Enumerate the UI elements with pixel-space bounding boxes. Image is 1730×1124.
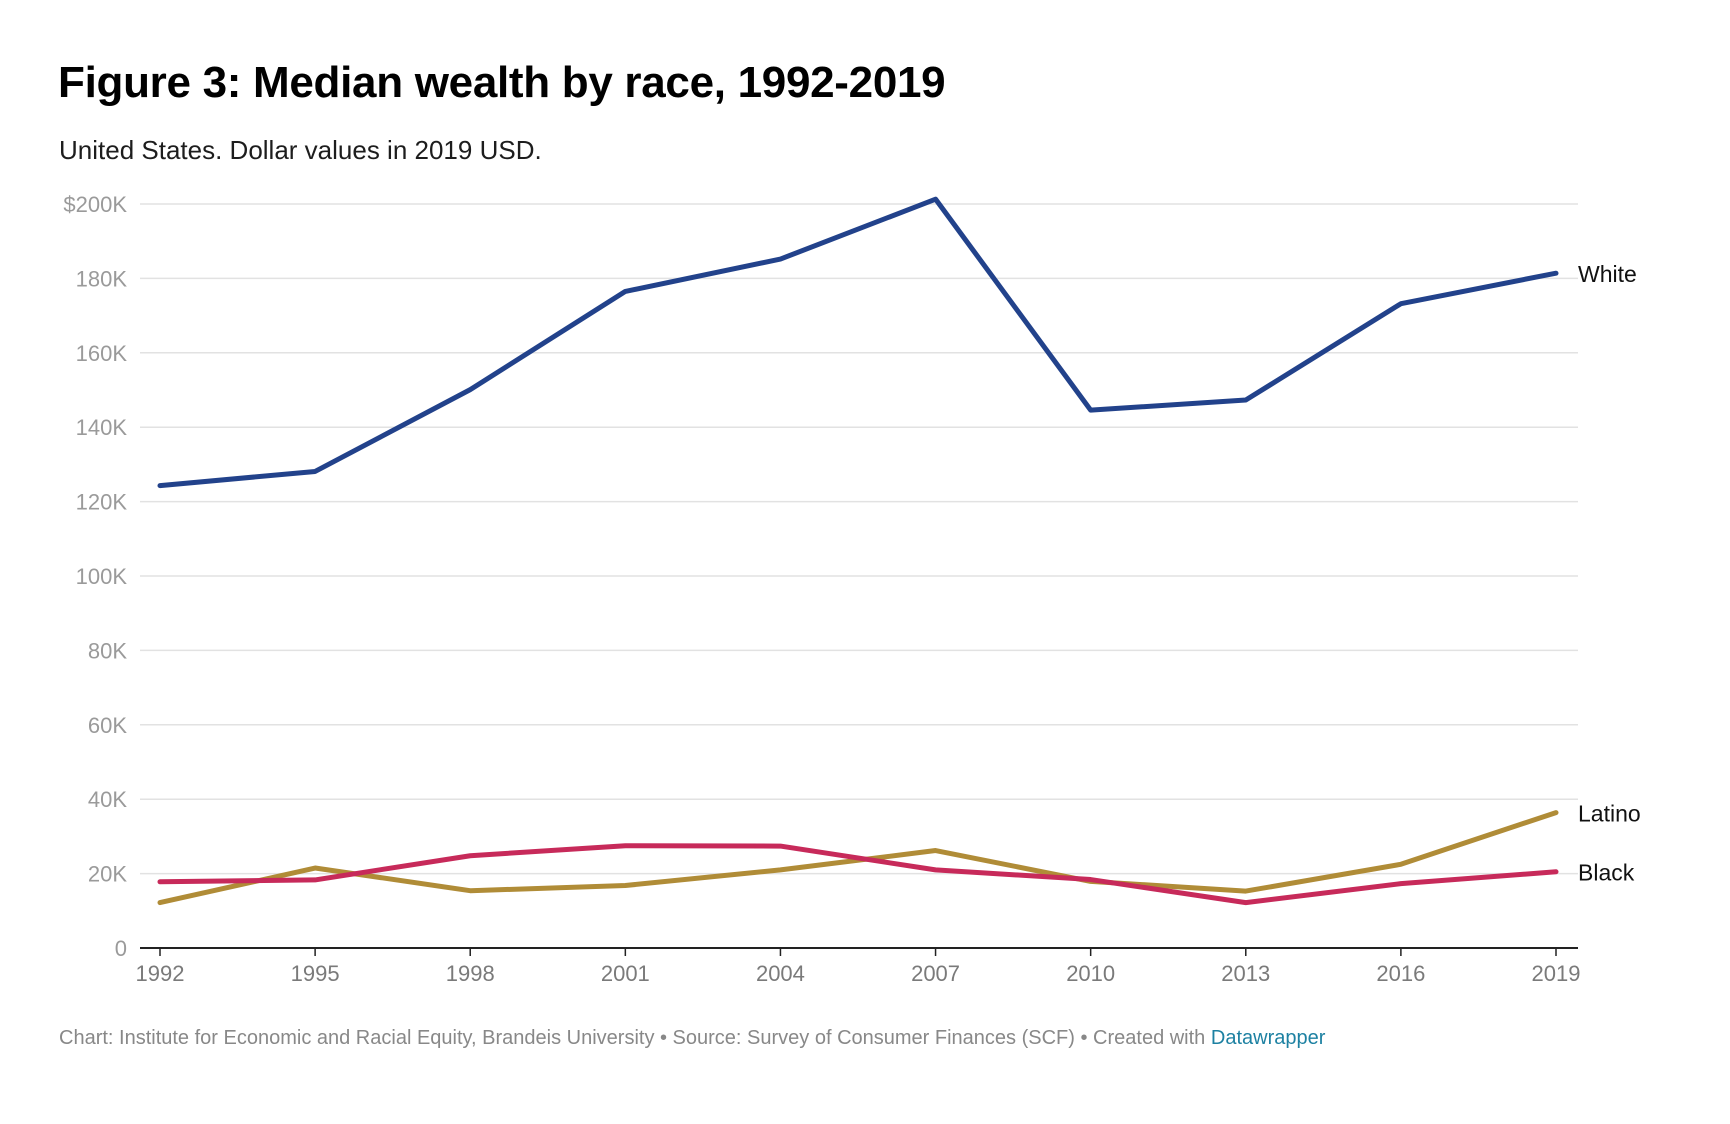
y-tick-label: $200K	[63, 192, 127, 217]
y-tick-label: 100K	[76, 564, 128, 589]
series-label-black: Black	[1578, 860, 1635, 886]
gridlines	[140, 203, 1578, 875]
chart-title: Figure 3: Median wealth by race, 1992-20…	[58, 58, 946, 107]
y-tick-label: 20K	[88, 862, 127, 887]
y-tick-label: 160K	[76, 341, 128, 366]
x-tick-label: 2019	[1532, 961, 1581, 986]
datawrapper-link[interactable]: Datawrapper	[1210, 1027, 1326, 1049]
chart-subtitle: United States. Dollar values in 2019 USD…	[59, 135, 542, 165]
x-tick-label: 2010	[1066, 961, 1115, 986]
x-tick-label: 2001	[601, 961, 650, 986]
footer-credit: Chart: Institute for Economic and Racial…	[59, 1027, 1211, 1049]
x-tick-label: 2013	[1221, 961, 1270, 986]
x-tick-label: 2007	[911, 961, 960, 986]
series-label-latino: Latino	[1578, 801, 1641, 827]
y-tick-label: 0	[115, 936, 127, 961]
x-tick-label: 1995	[291, 961, 340, 986]
series-lines	[157, 196, 1559, 906]
y-axis-labels: 0 20K 40K 60K 80K 100K 120K 140K 160K 180K $200K	[63, 192, 127, 961]
series-line-white	[157, 196, 1559, 489]
chart-footer: Chart: Institute for Economic and Racial…	[59, 1027, 1325, 1050]
series-label-white: White	[1578, 261, 1637, 287]
x-tick-label: 1998	[446, 961, 495, 986]
y-tick-label: 180K	[76, 266, 128, 291]
x-tick-label: 1992	[136, 961, 185, 986]
x-tick-label: 2016	[1376, 961, 1425, 986]
series-line-black	[157, 843, 1559, 906]
y-tick-label: 80K	[88, 638, 127, 663]
x-tick-label: 2004	[756, 961, 805, 986]
x-axis: 1992 1995 1998 2001 2004 2007 2010 2013 2016 2019	[136, 947, 1581, 986]
y-tick-label: 120K	[76, 490, 128, 515]
y-tick-label: 60K	[88, 713, 127, 738]
y-tick-label: 140K	[76, 415, 128, 440]
y-tick-label: 40K	[88, 787, 127, 812]
series-labels: White Latino Black	[1578, 261, 1641, 886]
